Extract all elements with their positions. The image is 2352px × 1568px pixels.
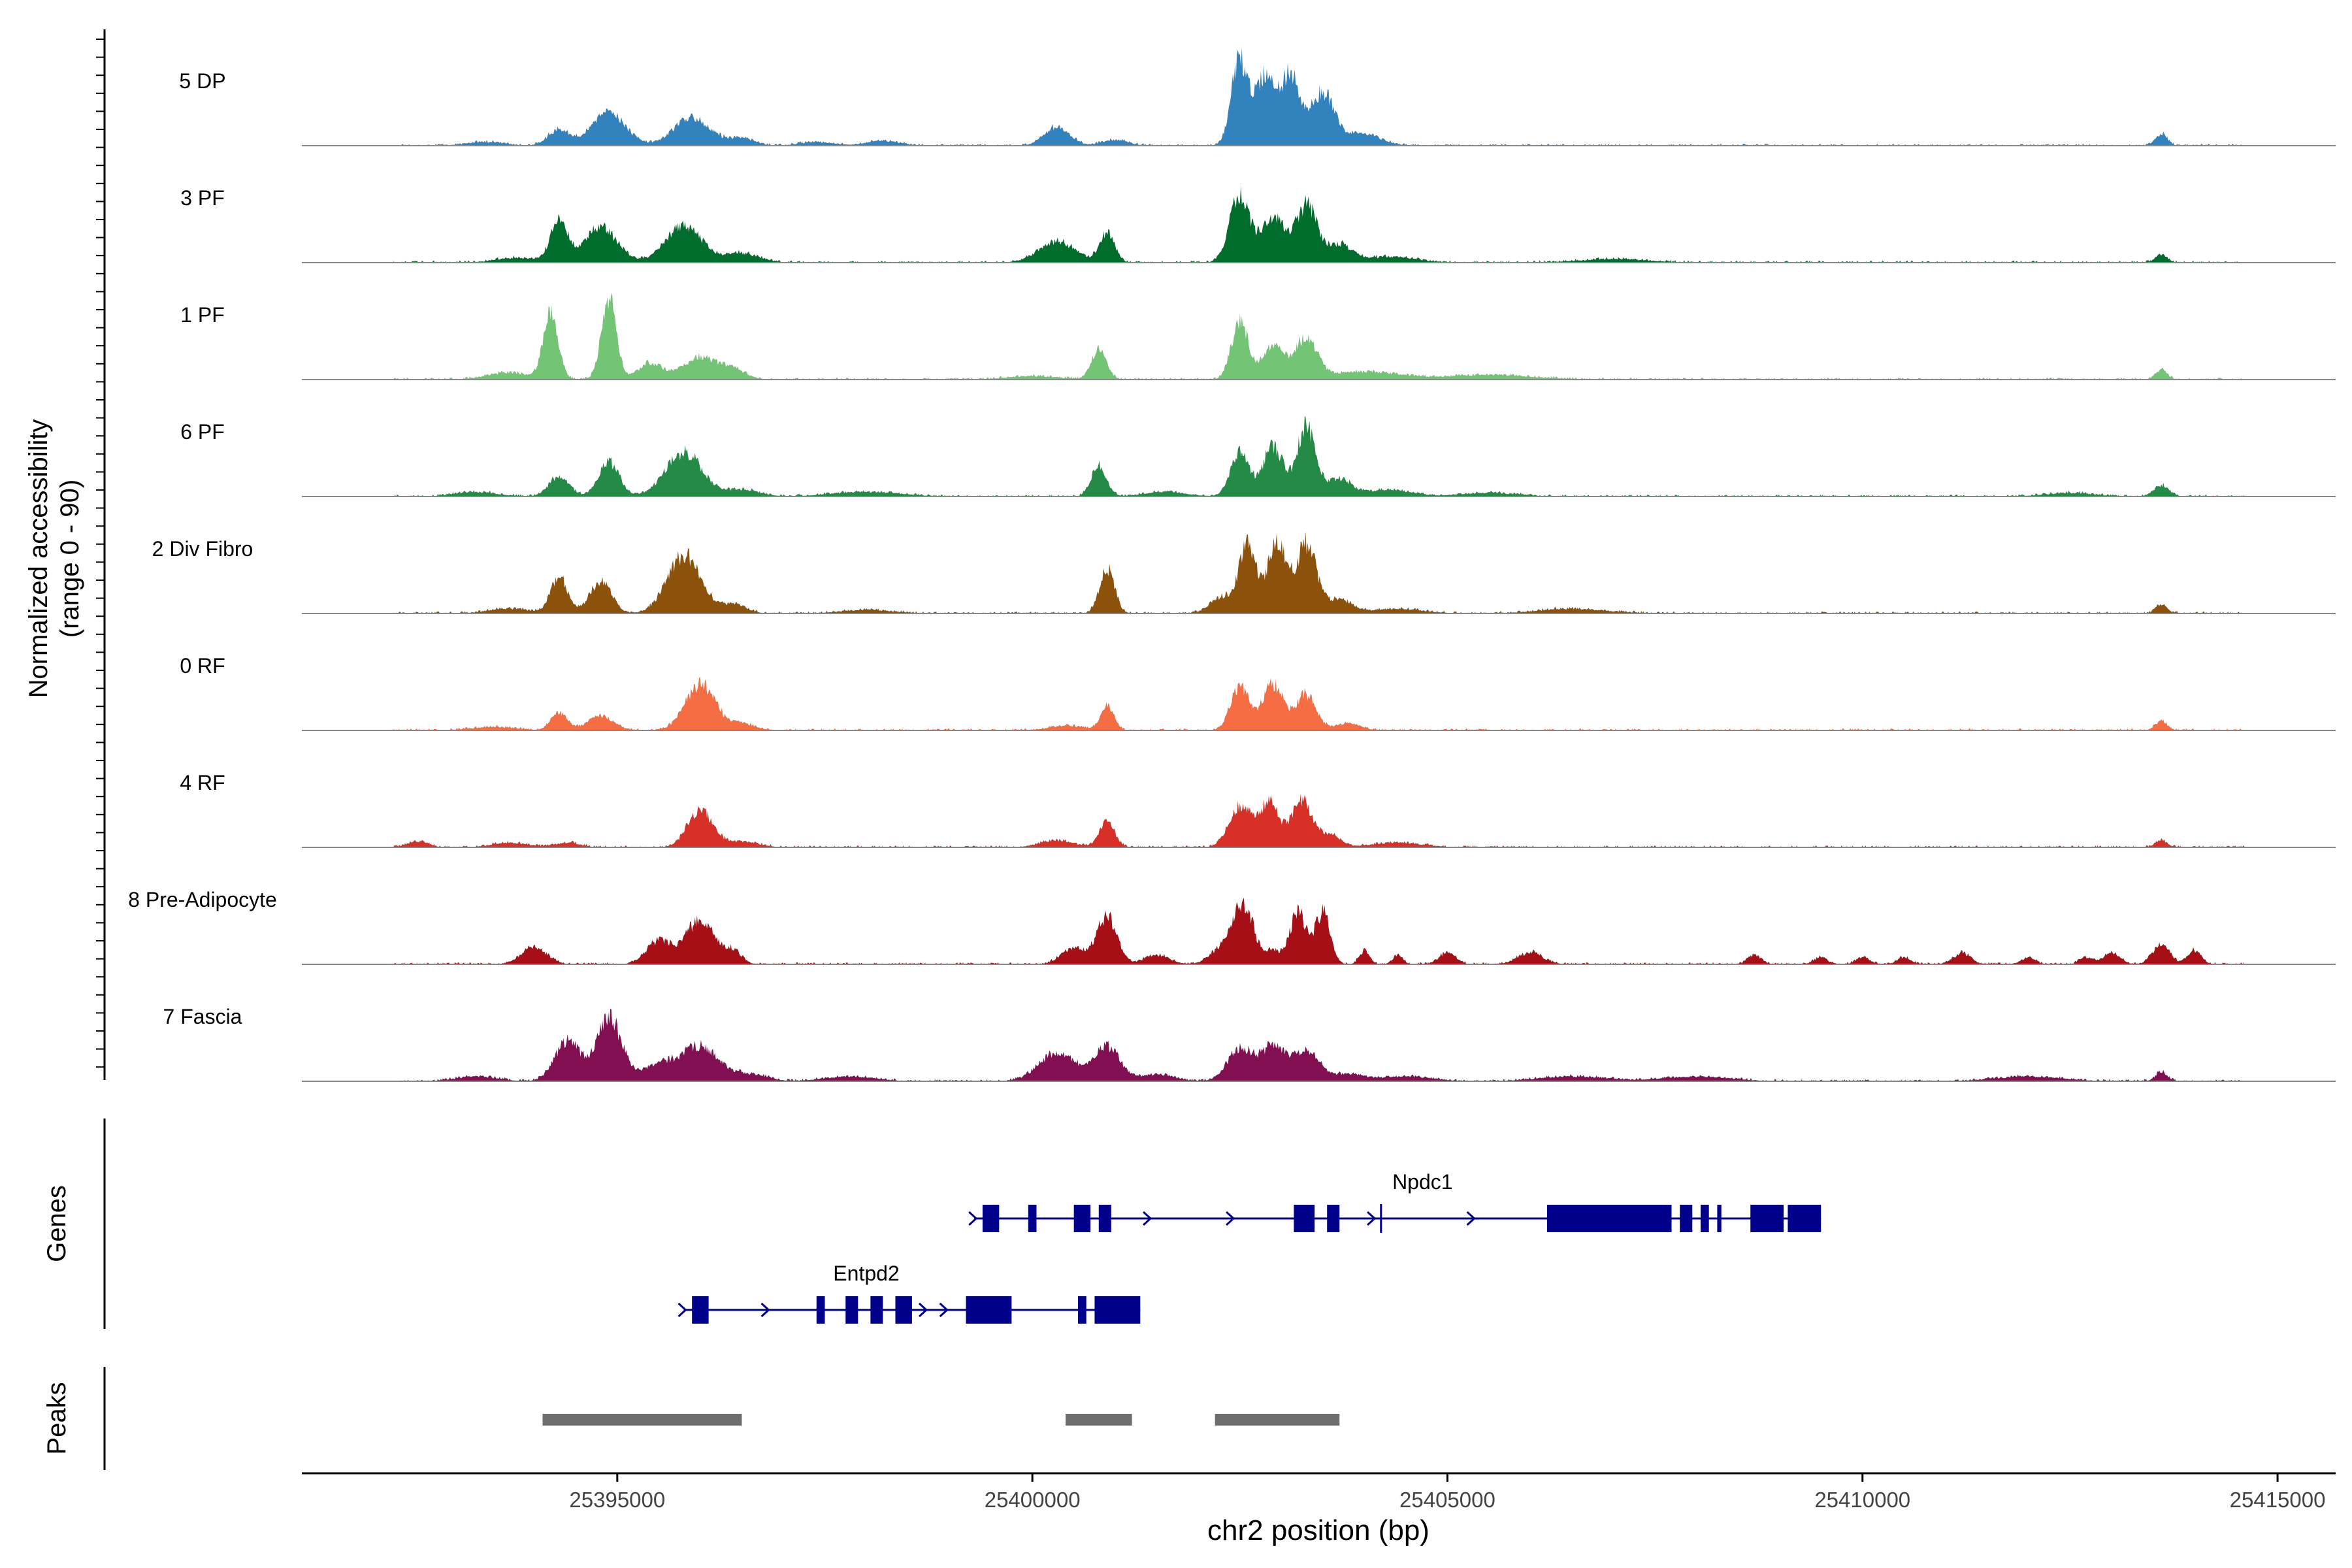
strand-arrow: [939, 1302, 949, 1318]
strand-arrow: [760, 1302, 770, 1318]
genes-panel-label: Genes: [42, 1185, 71, 1262]
strand-arrow: [678, 1302, 687, 1318]
track-2-div-fibro: 2 Div Fibro: [152, 531, 2336, 614]
peaks-panel-label: Peaks: [42, 1382, 71, 1454]
gene-exon: [1078, 1296, 1086, 1324]
peak-regions: [542, 1414, 1340, 1426]
gene-exon: [870, 1296, 883, 1324]
coverage-area-2-div-fibro: [393, 531, 2245, 613]
track-label: 8 Pre-Adipocyte: [128, 888, 277, 911]
x-tick-label: 25395000: [569, 1488, 665, 1512]
track-4-rf: 4 RF: [180, 771, 2336, 848]
gene-exon: [1098, 1205, 1111, 1232]
gene-exon: [966, 1296, 1012, 1324]
gene-exon: [1546, 1205, 1672, 1232]
gene-annotations: Npdc1 Entpd2: [678, 1170, 1821, 1324]
coverage-y-ticks: [96, 39, 105, 1068]
x-tick-label: 25400000: [985, 1488, 1081, 1512]
gene-exon: [1680, 1205, 1693, 1232]
track-label: 3 PF: [180, 186, 225, 210]
track-8-pre-adipocyte: 8 Pre-Adipocyte: [128, 888, 2336, 965]
strand-arrow: [1143, 1211, 1152, 1226]
coverage-area-7-fascia: [393, 1008, 2245, 1081]
x-tick-label: 25410000: [1814, 1488, 1910, 1512]
strand-arrow: [1466, 1211, 1476, 1226]
x-tick-label: 25405000: [1399, 1488, 1495, 1512]
track-0-rf: 0 RF: [180, 654, 2336, 731]
gene-exon: [1327, 1205, 1340, 1232]
peak-region-bar: [1215, 1414, 1340, 1426]
gene-exon: [1094, 1296, 1141, 1324]
peak-region-bar: [1065, 1414, 1132, 1426]
gene-exon: [816, 1296, 825, 1324]
track-3-pf: 3 PF: [180, 186, 2336, 263]
gene-exon: [1788, 1205, 1821, 1232]
coverage-area-8-pre-adipocyte: [393, 898, 2245, 964]
track-label: 1 PF: [180, 303, 225, 327]
gene-exon: [1700, 1205, 1709, 1232]
gene-exon: [1028, 1205, 1037, 1232]
track-label: 5 DP: [179, 69, 225, 93]
gene-exon: [895, 1296, 912, 1324]
gene-exon: [1073, 1205, 1091, 1232]
gene-npdc1: Npdc1: [968, 1170, 1821, 1232]
coverage-tracks: 5 DP 3 PF 1 PF 6 PF 2 Div Fibro 0 RF 4 RF 8 Pre…: [128, 47, 2336, 1082]
gene-exon: [1750, 1205, 1784, 1232]
strand-arrow: [968, 1211, 978, 1226]
track-label: 0 RF: [180, 654, 225, 678]
track-5-dp: 5 DP: [179, 47, 2336, 146]
x-tick-label: 25415000: [2230, 1488, 2326, 1512]
coverage-area-3-pf: [393, 186, 2245, 263]
coverage-area-4-rf: [393, 793, 2245, 847]
gene-name-label: Npdc1: [1392, 1170, 1453, 1194]
gene-entpd2: Entpd2: [678, 1262, 1141, 1324]
gene-exon: [1294, 1205, 1315, 1232]
track-label: 2 Div Fibro: [152, 537, 253, 561]
strand-arrow: [918, 1302, 928, 1318]
track-label: 4 RF: [180, 771, 225, 794]
track-6-pf: 6 PF: [180, 416, 2336, 497]
track-label: 7 Fascia: [163, 1005, 242, 1028]
gene-exon: [1717, 1205, 1722, 1232]
gene-exon: [845, 1296, 858, 1324]
y-axis-title-line2: (range 0 - 90): [56, 480, 84, 638]
peak-region-bar: [542, 1414, 742, 1426]
track-label: 6 PF: [180, 420, 225, 444]
track-1-pf: 1 PF: [180, 293, 2336, 380]
x-axis-ticks: 25395000 25400000 25405000 25410000 25415000: [569, 1473, 2325, 1512]
y-axis-title-line1: Normalized accessibility: [24, 419, 53, 698]
gene-exon: [982, 1205, 1000, 1232]
coverage-area-0-rf: [393, 676, 2245, 730]
gene-exon: [692, 1296, 709, 1324]
strand-arrow: [1226, 1211, 1235, 1226]
x-axis-title: chr2 position (bp): [1207, 1514, 1429, 1546]
strand-arrow: [1367, 1211, 1377, 1226]
track-7-fascia: 7 Fascia: [163, 1005, 2336, 1082]
gene-name-label: Entpd2: [833, 1262, 899, 1285]
coverage-area-6-pf: [393, 416, 2245, 497]
coverage-area-5-dp: [393, 47, 2245, 146]
coverage-area-1-pf: [393, 293, 2245, 380]
